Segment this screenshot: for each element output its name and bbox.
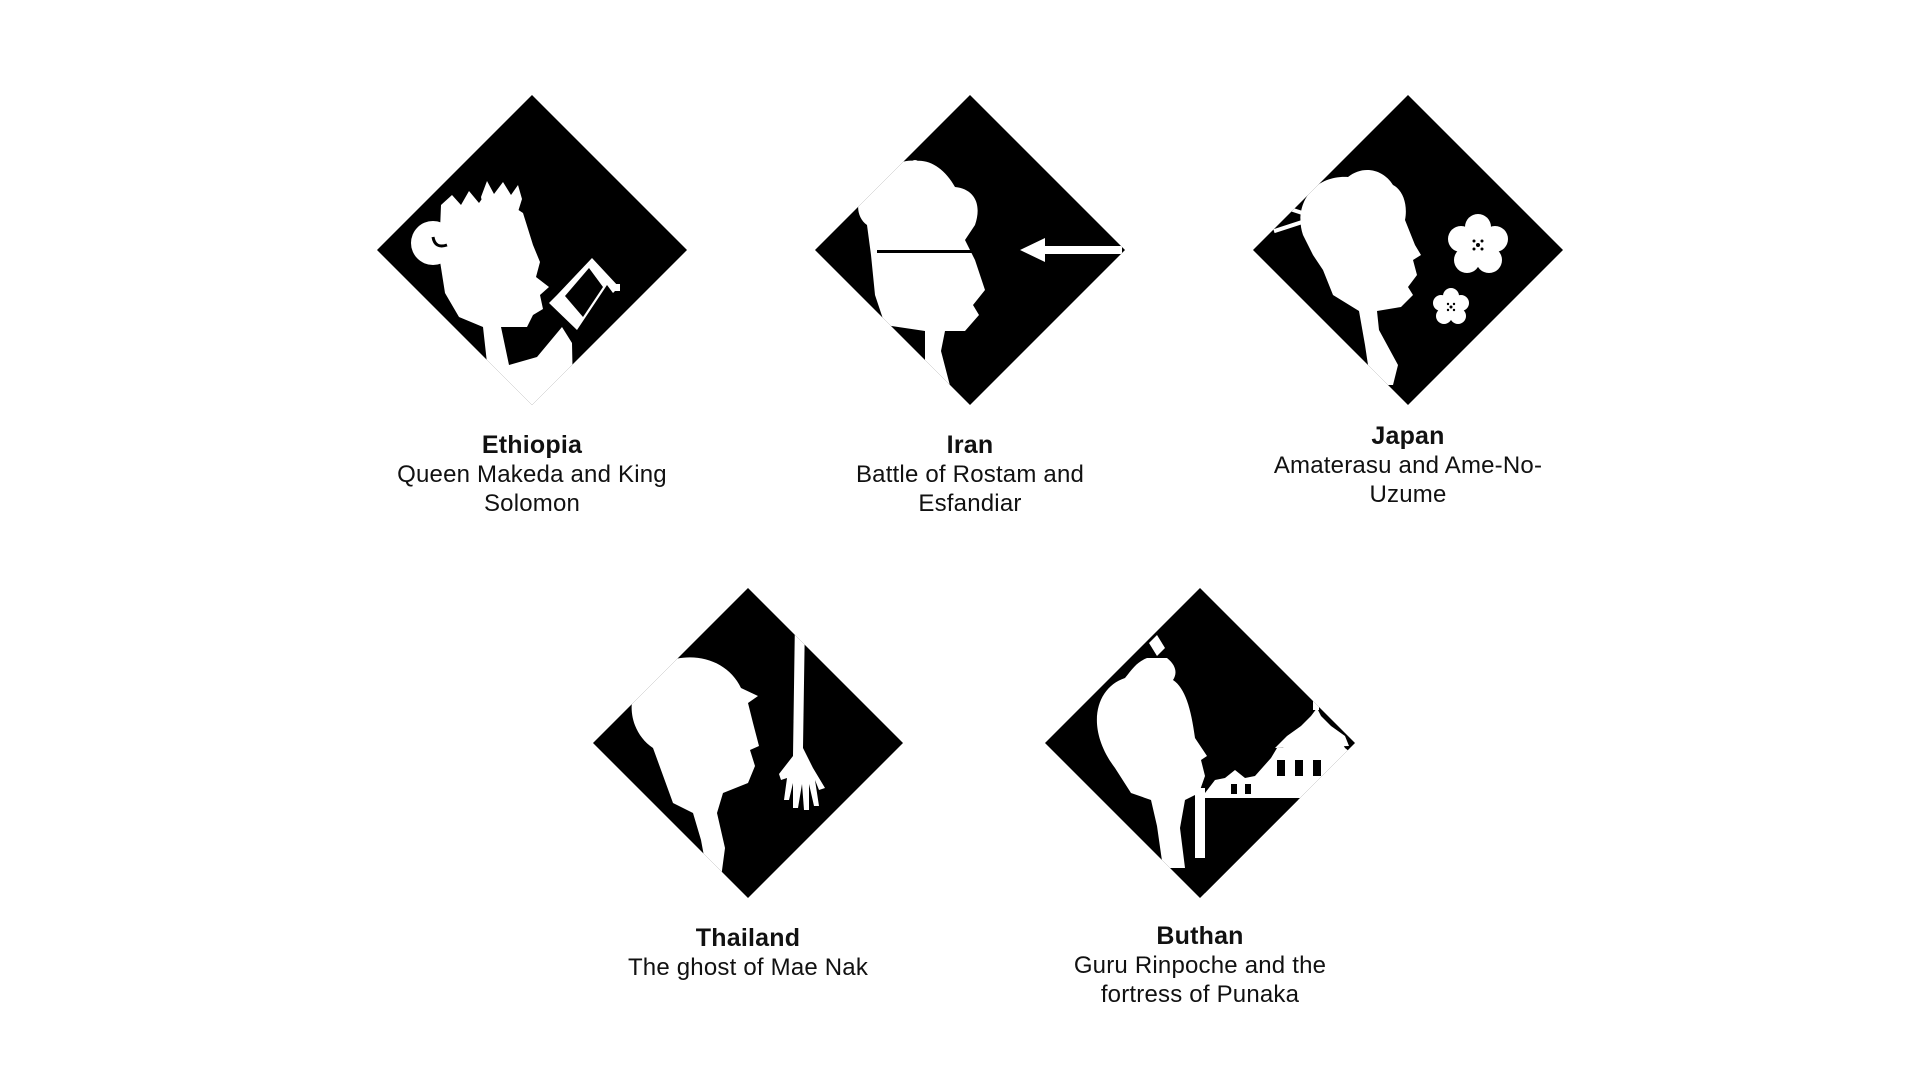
card-country-title: Buthan (1156, 922, 1244, 950)
story-card-ethiopia: Ethiopia Queen Makeda and King Solomon (362, 95, 702, 518)
story-card-iran: Iran Battle of Rostam and Esfandiar (800, 95, 1140, 518)
monk-ghost-hand-silhouette-icon (593, 588, 903, 898)
story-card-thailand: Thailand The ghost of Mae Nak (578, 588, 918, 982)
story-card-buthan: Buthan Guru Rinpoche and the fortress of… (1030, 588, 1370, 1009)
card-country-title: Iran (946, 431, 994, 459)
card-country-title: Japan (1371, 422, 1445, 450)
geisha-plum-blossom-silhouette-icon (1253, 95, 1563, 405)
story-card-japan: Japan Amaterasu and Ame-No-Uzume (1238, 95, 1578, 509)
card-story-subtitle: Queen Makeda and King Solomon (397, 461, 667, 517)
card-country-title: Ethiopia (481, 431, 583, 459)
warrior-helmet-arrow-silhouette-icon (815, 95, 1125, 405)
card-story-subtitle: Battle of Rostam and Esfandiar (855, 461, 1085, 517)
card-story-subtitle: Guru Rinpoche and the fortress of Punaka (1073, 952, 1327, 1008)
card-story-subtitle: The ghost of Mae Nak (627, 954, 869, 981)
card-story-subtitle: Amaterasu and Ame-No-Uzume (1273, 452, 1543, 508)
card-country-title: Thailand (695, 924, 801, 952)
guru-pagoda-silhouette-icon (1045, 588, 1355, 898)
crowned-queen-drinking-silhouette-icon (377, 95, 687, 405)
